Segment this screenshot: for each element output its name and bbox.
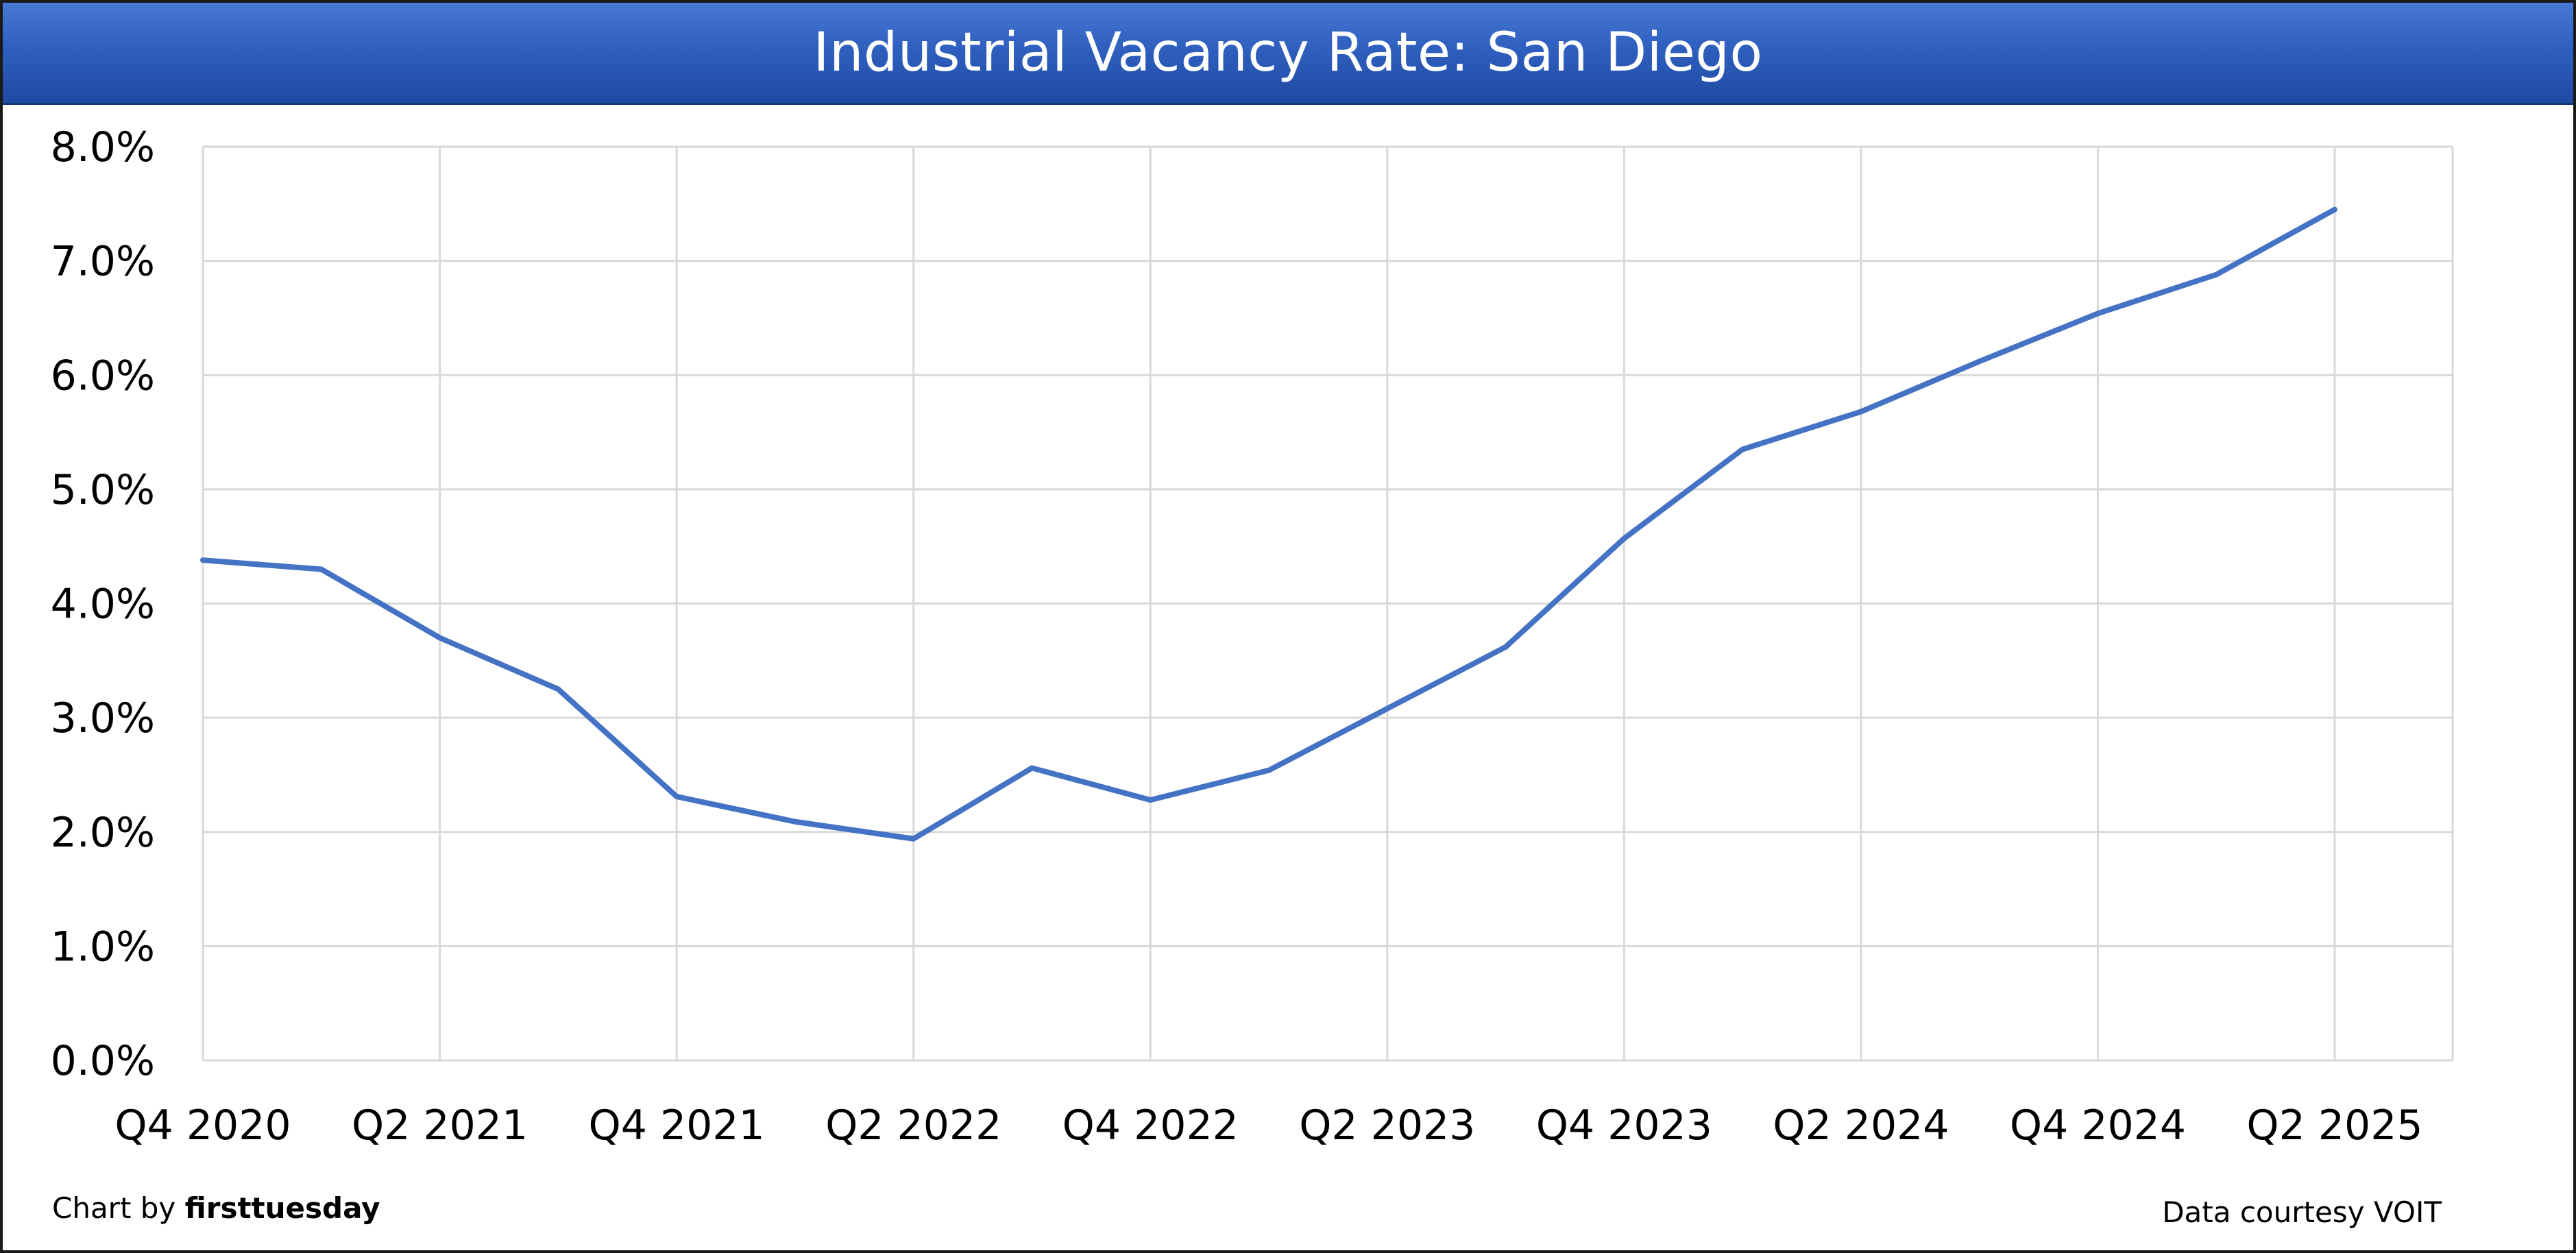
data-point (201, 558, 205, 563)
x-axis-ticks: Q4 2020 Q2 2021 Q4 2021 Q2 2022 Q4 2022 Q2 20… (114, 1102, 2422, 1149)
x-tick-label: Q4 2023 (1536, 1102, 1712, 1149)
gridlines (202, 145, 2454, 1062)
y-tick-label: 6.0% (51, 352, 155, 400)
data-point (792, 819, 797, 824)
data-point (1503, 644, 1508, 649)
data-point (1740, 447, 1745, 452)
y-tick-label: 1.0% (51, 923, 155, 971)
x-tick-label: Q2 2023 (1299, 1102, 1475, 1149)
series-group (200, 206, 2337, 842)
x-tick-label: Q4 2021 (589, 1102, 765, 1149)
chart-credit-brand: firsttuesday (184, 1191, 380, 1225)
data-point (1267, 768, 1271, 773)
y-tick-label: 4.0% (51, 581, 155, 629)
title-bar: Industrial Vacancy Rate: San Diego (3, 3, 2573, 105)
chart-credit-prefix: Chart by (52, 1191, 185, 1225)
data-point (2095, 311, 2100, 316)
data-point (1148, 798, 1153, 803)
chart-title: Industrial Vacancy Rate: San Diego (813, 22, 1763, 84)
chart-credit: Chart by firsttuesday (52, 1191, 380, 1225)
y-tick-label: 0.0% (51, 1037, 155, 1085)
y-tick-label: 8.0% (51, 123, 155, 171)
data-point (1030, 766, 1034, 770)
y-tick-label: 2.0% (51, 809, 155, 857)
y-axis-ticks: 0.0% 1.0% 2.0% 3.0% 4.0% 5.0% 6.0% 7.0% 8.0% (51, 123, 155, 1085)
series-line (200, 206, 2337, 842)
x-tick-label: Q2 2021 (352, 1102, 528, 1149)
data-point (1385, 706, 1389, 711)
data-point (437, 635, 442, 640)
x-tick-label: Q2 2022 (825, 1102, 1001, 1149)
data-point (1858, 409, 1863, 414)
data-point (1977, 359, 1982, 364)
data-source: Data courtesy VOIT (2162, 1195, 2442, 1229)
data-point (2214, 272, 2219, 277)
data-point (1622, 536, 1627, 541)
y-tick-label: 5.0% (51, 466, 155, 514)
y-tick-label: 3.0% (51, 694, 155, 742)
x-tick-label: Q4 2020 (114, 1102, 291, 1149)
y-tick-label: 7.0% (51, 238, 155, 286)
x-tick-label: Q4 2022 (1062, 1102, 1239, 1149)
data-point (2333, 207, 2337, 212)
data-point (556, 687, 561, 692)
x-tick-label: Q2 2025 (2246, 1102, 2422, 1149)
x-tick-label: Q2 2024 (1773, 1102, 1949, 1149)
data-point (675, 794, 679, 799)
data-point (911, 836, 916, 841)
x-tick-label: Q4 2024 (2010, 1102, 2186, 1149)
data-point (319, 567, 324, 572)
